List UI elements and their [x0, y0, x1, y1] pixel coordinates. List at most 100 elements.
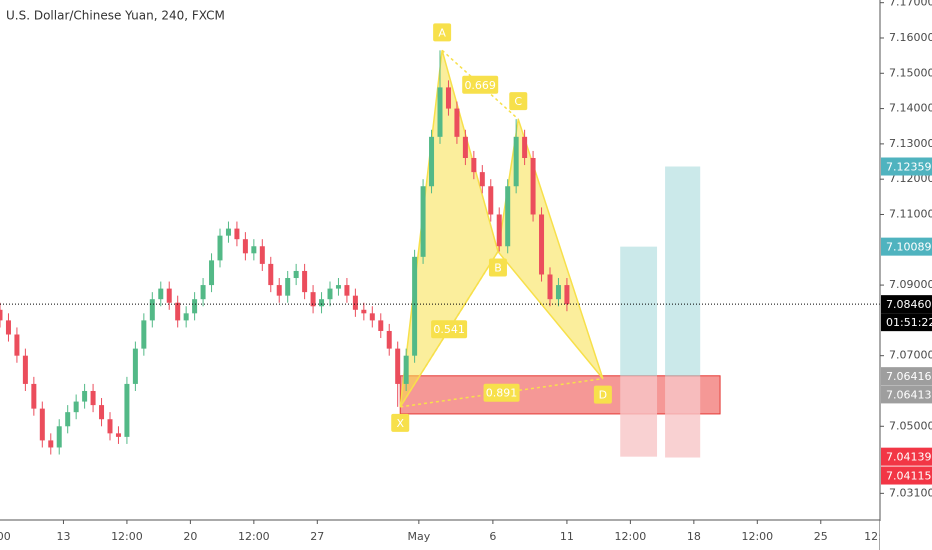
candle-body — [124, 383, 130, 437]
candle-body — [386, 330, 392, 349]
point-label-box — [391, 413, 410, 432]
candle-body — [56, 426, 62, 448]
ratio-label: 0.669 — [464, 79, 496, 92]
candle-body — [276, 285, 282, 296]
candle-body — [200, 285, 206, 300]
price-tag-label: 7.08460 — [886, 298, 932, 311]
candle-body — [175, 302, 181, 321]
candle-body — [225, 228, 231, 236]
x-tick-label: 27 — [310, 530, 324, 543]
candle-body — [513, 136, 519, 187]
candle-body — [429, 136, 435, 187]
point-label: C — [514, 95, 522, 108]
candle-body — [361, 309, 367, 314]
axis-corner — [880, 521, 932, 550]
price-tag-label: 7.06416 — [886, 370, 932, 383]
point-label-box — [433, 23, 452, 42]
candle-body — [530, 158, 536, 215]
candle-body — [99, 405, 105, 420]
countdown: 01:51:22 — [886, 316, 932, 329]
candle-body — [293, 270, 299, 279]
y-tick-label: 7.07000 — [889, 349, 932, 362]
candle-body — [445, 87, 451, 109]
price-tag-label: 7.10089 — [886, 241, 932, 254]
x-tick-label: 20 — [183, 530, 197, 543]
candle-body — [14, 334, 20, 356]
candle-body — [462, 136, 468, 159]
point-label: X — [396, 417, 404, 430]
candle-body — [522, 136, 528, 159]
point-label-box — [509, 92, 528, 111]
ratio-label: 0.541 — [433, 323, 465, 336]
price-tag — [881, 447, 932, 466]
point-label: D — [599, 389, 607, 402]
x-tick-label: 25 — [814, 530, 828, 543]
candle-body — [395, 348, 401, 384]
y-tick-label: 7.14000 — [889, 102, 932, 115]
candle-body — [90, 390, 96, 406]
x-tick-label: May — [407, 530, 430, 543]
price-tag — [881, 237, 932, 256]
candle-body — [378, 320, 384, 331]
candle-body — [217, 235, 223, 261]
x-tick-label: 12:00 — [741, 530, 773, 543]
candle-body — [547, 274, 553, 300]
candle-body — [285, 278, 291, 296]
point-label-box — [593, 385, 612, 404]
candle-body — [183, 313, 189, 321]
candle-body — [344, 285, 350, 296]
price-tag-label: 7.12359 — [886, 161, 932, 174]
x-tick-label: 12:00 — [615, 530, 647, 543]
candle-body — [166, 288, 172, 303]
candle-body — [327, 288, 333, 300]
price-tag — [881, 466, 932, 485]
candle-body — [48, 440, 54, 448]
candle-body — [242, 239, 248, 254]
y-tick-label: 7.05000 — [889, 419, 932, 432]
profit-zone — [620, 246, 658, 377]
y-tick-label: 7.16000 — [889, 31, 932, 44]
profit-zone — [665, 166, 701, 377]
price-tag-label: 7.04115 — [886, 470, 932, 483]
candle-body — [420, 186, 426, 257]
price-tag-label: 7.04139 — [886, 451, 932, 464]
candle-body — [335, 285, 341, 289]
candle-body — [141, 320, 147, 349]
price-tag — [881, 385, 932, 404]
price-tag-label: 7.06413 — [886, 388, 932, 401]
candle-body — [479, 172, 485, 187]
candle-body — [149, 299, 155, 321]
y-tick-label: 7.11000 — [889, 207, 932, 220]
candle-body — [505, 186, 511, 247]
chart-title: U.S. Dollar/Chinese Yuan, 240, FXCM — [6, 9, 225, 23]
ratio-line — [441, 49, 519, 120]
candle-body — [73, 401, 79, 413]
candle-body — [158, 288, 164, 300]
loss-zone — [620, 376, 658, 457]
candle-body — [555, 285, 561, 300]
candle-body — [352, 295, 358, 310]
candle-body — [488, 186, 494, 215]
y-tick-label: 7.17000 — [889, 0, 932, 9]
ratio-label-box — [462, 75, 499, 94]
candle-body — [319, 299, 325, 307]
candle-body — [302, 270, 308, 293]
candle-body — [539, 214, 545, 275]
price-tag — [881, 295, 932, 314]
x-tick-label: 18 — [687, 530, 701, 543]
candle-body — [65, 412, 71, 427]
candle-body — [82, 390, 88, 402]
y-tick-label: 7.13000 — [889, 137, 932, 150]
candle-body — [39, 408, 45, 441]
loss-zone — [665, 376, 701, 458]
candle-body — [471, 158, 477, 173]
candle-body — [0, 309, 3, 321]
x-tick-label: 6 — [489, 530, 496, 543]
plot: 0.669 0.541 0.891 X A B C D — [0, 23, 880, 458]
price-tag — [881, 367, 932, 386]
x-tick-label: 13 — [56, 530, 70, 543]
candle-body — [403, 355, 409, 384]
candle-body — [454, 108, 460, 137]
candle-body — [369, 313, 375, 321]
